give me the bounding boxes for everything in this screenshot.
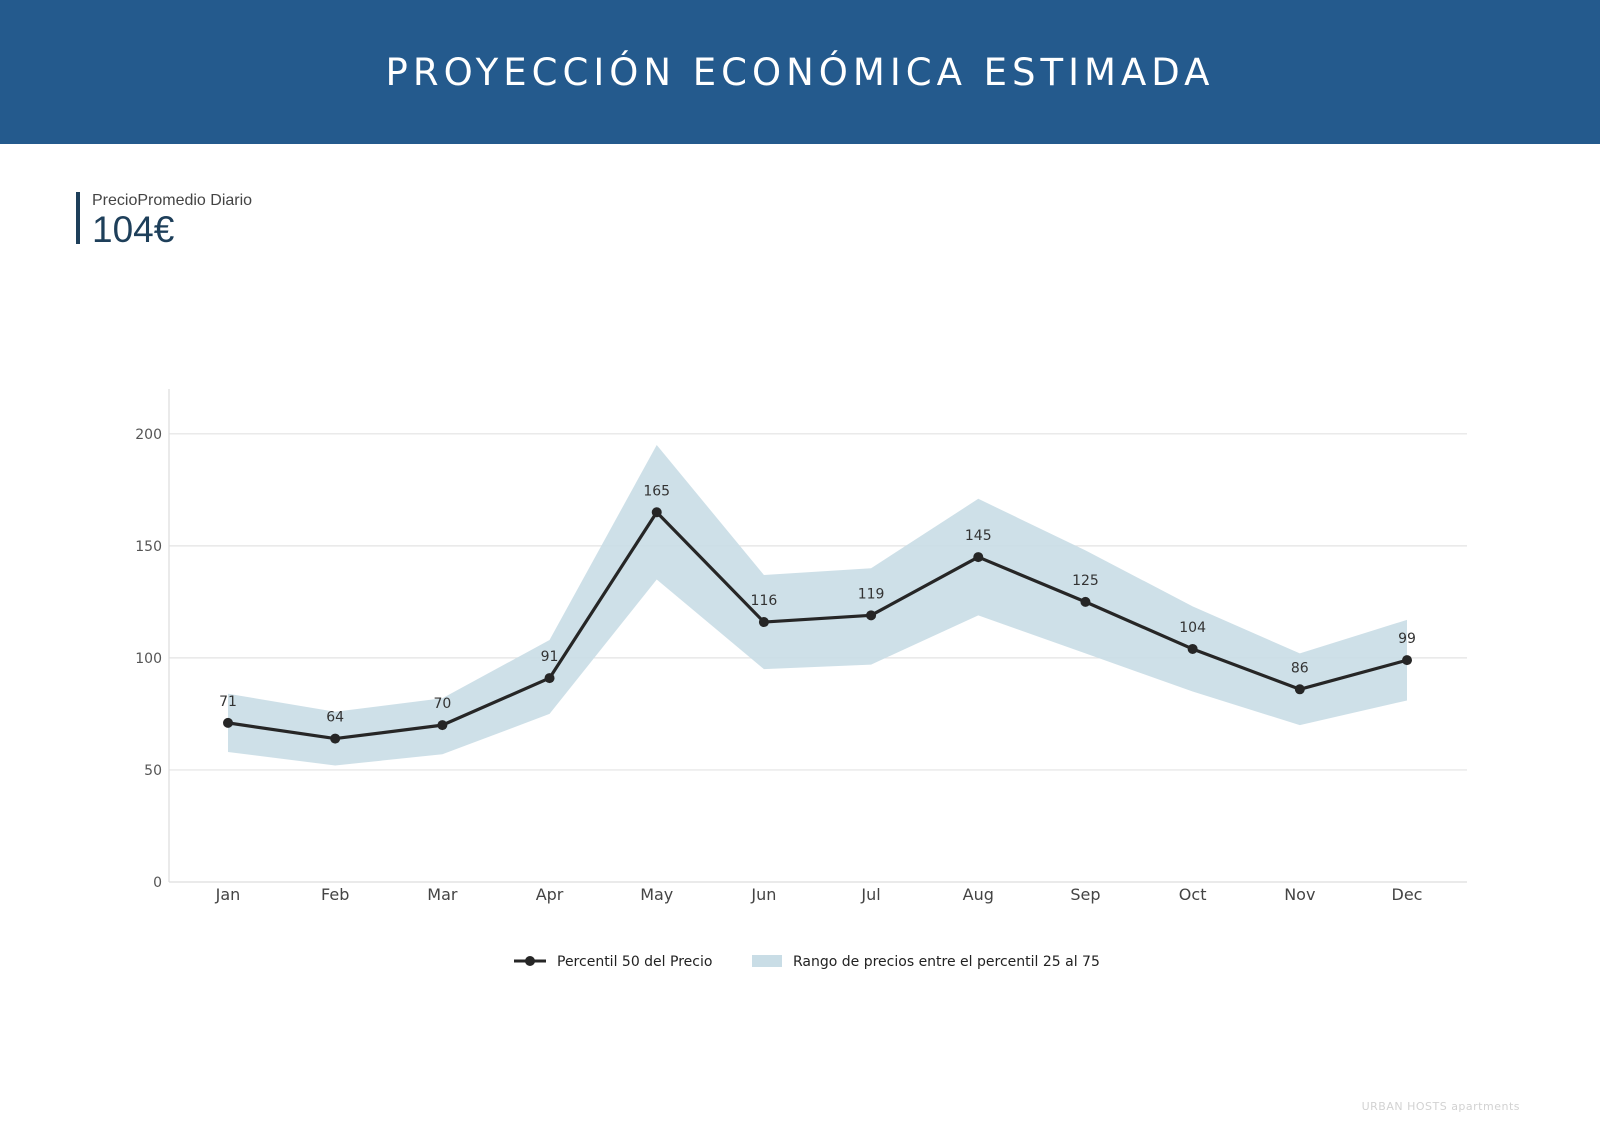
x-tick-label: Nov <box>1284 885 1315 904</box>
x-tick-label: Oct <box>1179 885 1207 904</box>
median-point <box>758 617 769 628</box>
x-tick-label: Jan <box>215 885 241 904</box>
x-tick-label: Apr <box>536 885 564 904</box>
data-label: 99 <box>1398 631 1416 647</box>
legend-label-median: Percentil 50 del Precio <box>557 954 712 970</box>
median-point <box>1402 655 1412 666</box>
legend-band-swatch <box>752 955 782 967</box>
median-point <box>223 717 233 728</box>
median-line <box>227 510 1408 741</box>
y-tick-label: 0 <box>153 875 162 891</box>
data-label: 116 <box>751 593 778 609</box>
page-header: PROYECCIÓN ECONÓMICA ESTIMADA <box>0 0 1600 144</box>
data-label: 64 <box>326 710 344 726</box>
data-label: 71 <box>219 694 237 710</box>
median-point <box>1080 596 1091 607</box>
median-point <box>544 673 555 684</box>
x-tick-label: May <box>640 885 673 904</box>
y-tick-label: 50 <box>144 763 162 779</box>
x-tick-label: Jul <box>860 885 880 904</box>
median-point <box>330 733 341 744</box>
x-tick-label: Jun <box>750 885 776 904</box>
data-label: 165 <box>643 483 670 499</box>
x-tick-label: Aug <box>963 885 994 904</box>
legend-label-band: Rango de precios entre el percentil 25 a… <box>793 954 1100 970</box>
x-tick-label: Dec <box>1392 885 1423 904</box>
data-label: 125 <box>1072 573 1099 589</box>
data-label: 86 <box>1291 660 1309 676</box>
kpi-value: 104€ <box>92 209 175 250</box>
x-tick-label: Feb <box>321 885 349 904</box>
median-point <box>651 507 662 518</box>
data-label: 119 <box>858 586 885 602</box>
percentile-band <box>228 445 1407 766</box>
median-point <box>866 610 877 621</box>
data-label: 91 <box>541 649 559 665</box>
median-point <box>1187 643 1198 654</box>
y-tick-label: 100 <box>135 651 162 667</box>
y-tick-label: 150 <box>135 539 162 555</box>
median-point <box>1294 684 1305 695</box>
legend-line-marker <box>525 956 535 966</box>
y-tick-label: 200 <box>135 427 162 443</box>
x-tick-label: Sep <box>1070 885 1100 904</box>
kpi-average-price: PrecioPromedio Diario 104€ <box>76 192 253 250</box>
kpi-label: PrecioPromedio Diario <box>92 192 253 209</box>
x-tick-label: Mar <box>427 885 458 904</box>
data-label: 145 <box>965 528 992 544</box>
median-point <box>973 552 984 563</box>
footer-brand: URBAN HOSTS apartments <box>1361 1100 1520 1113</box>
page-title: PROYECCIÓN ECONÓMICA ESTIMADA <box>385 50 1215 94</box>
data-label: 104 <box>1179 620 1206 636</box>
median-point <box>437 720 448 731</box>
data-label: 70 <box>433 696 451 712</box>
